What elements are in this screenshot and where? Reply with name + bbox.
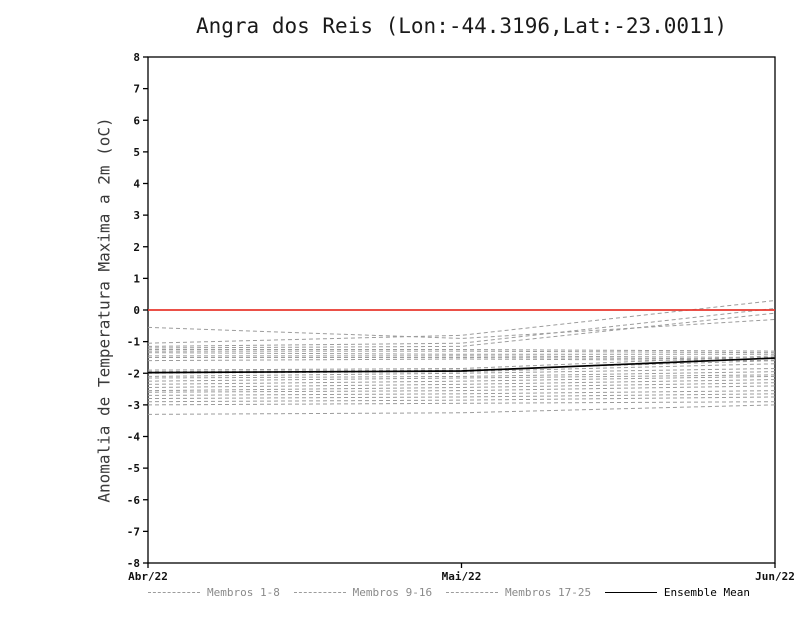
legend-label: Membros 17-25: [504, 586, 592, 599]
svg-text:6: 6: [133, 114, 140, 127]
svg-text:7: 7: [133, 83, 140, 96]
svg-text:-5: -5: [127, 462, 140, 475]
svg-text:Jun/22: Jun/22: [755, 570, 795, 583]
svg-text:-8: -8: [127, 557, 140, 570]
svg-text:Abr/22: Abr/22: [128, 570, 168, 583]
dashed-line-sample: [445, 592, 498, 593]
svg-text:Mai/22: Mai/22: [442, 570, 482, 583]
svg-text:-6: -6: [127, 494, 141, 507]
legend-item-membros-9-16: Membros 9-16: [293, 586, 433, 599]
svg-text:-1: -1: [127, 336, 141, 349]
legend-item-membros-17-25: Membros 17-25: [445, 586, 592, 599]
dashed-line-sample: [293, 592, 346, 593]
chart-title: Angra dos Reis (Lon:-44.3196,Lat:-23.001…: [195, 14, 727, 38]
svg-text:0: 0: [133, 304, 140, 317]
svg-text:-4: -4: [127, 431, 141, 444]
svg-text:-7: -7: [127, 525, 140, 538]
svg-text:5: 5: [133, 146, 140, 159]
svg-text:2: 2: [133, 241, 140, 254]
legend-label: Membros 1-8: [207, 586, 280, 599]
svg-text:-2: -2: [127, 367, 140, 380]
svg-text:8: 8: [133, 51, 140, 64]
solid-line-sample: [604, 592, 657, 593]
legend-item-ensemble-mean: Ensemble Mean: [604, 586, 750, 599]
legend-item-membros-1-8: Membros 1-8: [148, 586, 280, 599]
legend: Membros 1-8 Membros 9-16 Membros 17-25 E…: [148, 586, 750, 599]
dashed-line-sample: [148, 592, 200, 593]
svg-text:-3: -3: [127, 399, 140, 412]
svg-text:3: 3: [133, 209, 140, 222]
legend-label: Ensemble Mean: [663, 586, 750, 599]
svg-text:1: 1: [133, 272, 140, 285]
svg-text:4: 4: [133, 178, 140, 191]
legend-label: Membros 9-16: [352, 586, 433, 599]
